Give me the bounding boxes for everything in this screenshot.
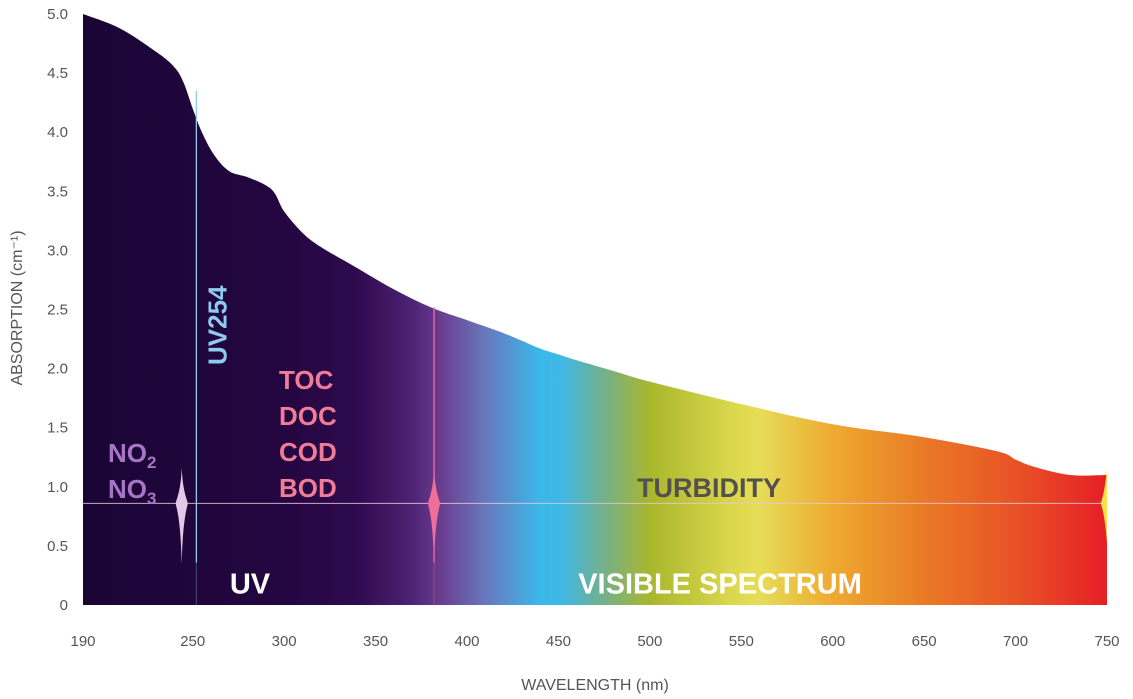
x-tick-label: 550 (729, 633, 754, 650)
y-tick-label: 4.0 (47, 124, 68, 141)
absorption-peak (175, 467, 188, 566)
y-tick-label: 1.5 (47, 420, 68, 437)
x-tick-label: 400 (454, 633, 479, 650)
nitrogen-label: NO3 (108, 474, 156, 508)
uv254-label: UV254 (202, 285, 232, 365)
x-tick-label: 700 (1003, 633, 1028, 650)
x-tick-label: 650 (912, 633, 937, 650)
band-label-uv: UV (230, 569, 271, 601)
absorption-curve-area (83, 14, 1107, 605)
x-tick-label: 500 (637, 633, 662, 650)
x-axis-title: WAVELENGTH (nm) (521, 677, 669, 694)
y-tick-label: 4.5 (47, 65, 68, 82)
x-tick-label: 750 (1094, 633, 1119, 650)
x-tick-label: 190 (70, 633, 95, 650)
y-tick-label: 0 (60, 597, 68, 614)
y-tick-label: 2.5 (47, 302, 68, 319)
nitrogen-label: NO2 (108, 438, 156, 472)
x-tick-label: 350 (363, 633, 388, 650)
organics-label: DOC (279, 401, 337, 431)
x-tick-label: 300 (272, 633, 297, 650)
y-tick-label: 5.0 (47, 6, 68, 23)
organics-label: TOC (279, 365, 334, 395)
band-label-visible: VISIBLE SPECTRUM (578, 569, 862, 601)
x-tick-labels: 190 250 300 350 400 450 500 550 600 650 700 750 (70, 633, 1119, 650)
absorption-peak (1101, 467, 1107, 544)
y-tick-label: 2.0 (47, 361, 68, 378)
y-axis-title: ABSORPTION (cm⁻¹) (9, 230, 26, 385)
turbidity-label: TURBIDITY (637, 473, 781, 503)
x-tick-label: 450 (546, 633, 571, 650)
y-tick-labels: 0 0.5 1.0 1.5 2.0 2.5 3.0 3.5 4.0 4.5 5.0 (47, 6, 68, 614)
x-tick-label: 600 (820, 633, 845, 650)
y-tick-label: 1.0 (47, 479, 68, 496)
x-tick-label: 250 (180, 633, 205, 650)
y-tick-label: 0.5 (47, 538, 68, 555)
organics-label: BOD (279, 473, 337, 503)
y-tick-label: 3.0 (47, 242, 68, 259)
wavelength-markers (195, 90, 435, 605)
spectrum-band (83, 562, 1107, 605)
organics-label: COD (279, 437, 337, 467)
organics-annotation: TOC DOC COD BOD (279, 365, 337, 503)
y-tick-label: 3.5 (47, 183, 68, 200)
